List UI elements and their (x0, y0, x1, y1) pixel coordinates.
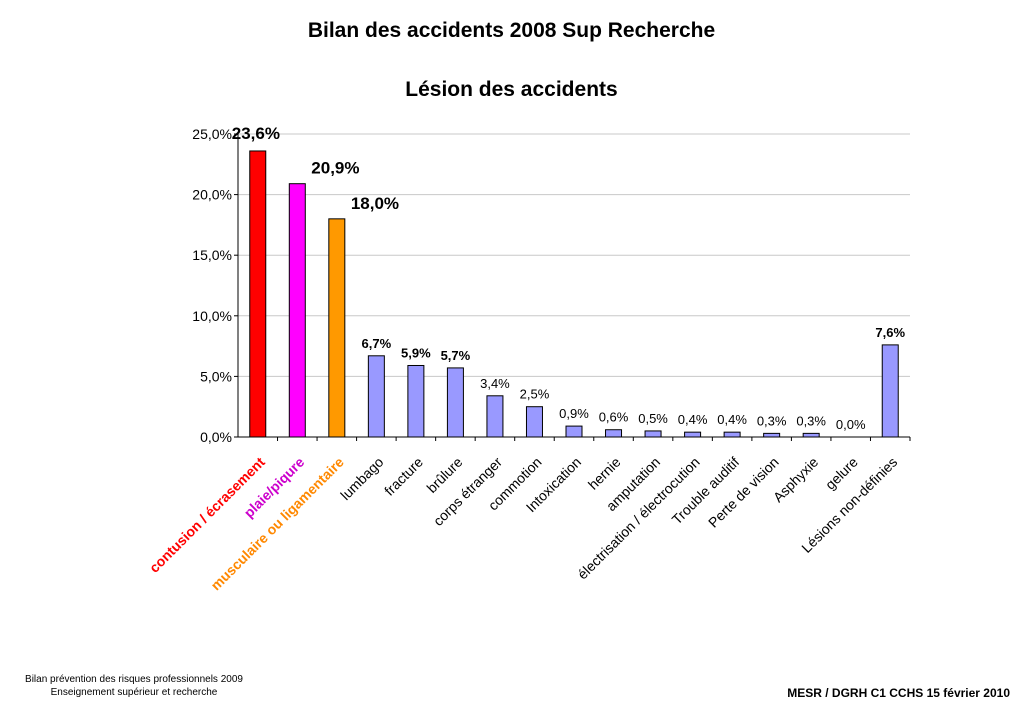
bar (525, 406, 543, 438)
data-label: 0,3% (796, 413, 826, 428)
bar (644, 430, 662, 438)
data-label: 7,6% (875, 325, 905, 340)
bar (249, 150, 267, 438)
footer-right: MESR / DGRH C1 CCHS 15 février 2010 (787, 686, 1010, 700)
bar (367, 355, 385, 438)
footer-left: Bilan prévention des risques professionn… (0, 673, 268, 699)
y-tick-label: 15,0% (192, 247, 232, 263)
x-tick-label: lumbago (337, 454, 386, 503)
bar (684, 431, 702, 438)
data-label: 0,4% (717, 412, 747, 427)
bar (723, 431, 741, 438)
data-label: 0,3% (757, 413, 787, 428)
data-label: 0,6% (599, 410, 629, 425)
bar (407, 364, 425, 438)
data-label: 0,4% (678, 412, 708, 427)
bar (288, 183, 306, 438)
bar (802, 432, 820, 438)
data-label: 0,0% (836, 417, 866, 432)
data-label: 3,4% (480, 376, 510, 391)
y-tick-label: 20,0% (192, 187, 232, 203)
bar (881, 344, 899, 438)
x-tick-label: fracture (381, 454, 426, 499)
bar (605, 429, 623, 438)
data-label: 20,9% (311, 159, 359, 178)
data-label: 0,9% (559, 406, 589, 421)
footer-left-line1: Bilan prévention des risques professionn… (25, 674, 243, 685)
y-tick-label: 5,0% (200, 368, 232, 384)
bar (763, 432, 781, 438)
data-label: 0,5% (638, 411, 668, 426)
chart-title: Bilan des accidents 2008 Sup Recherche (307, 19, 716, 42)
data-label: 18,0% (351, 194, 399, 213)
data-label: 5,7% (441, 348, 471, 363)
bar (486, 395, 504, 438)
y-tick-label: 10,0% (192, 308, 232, 324)
bar (565, 425, 583, 438)
bar (328, 218, 346, 438)
data-label: 5,9% (401, 345, 431, 360)
chart-subtitle: Lésion des accidents (405, 78, 618, 101)
data-label: 6,7% (362, 336, 392, 351)
x-tick-label: corps étranger (430, 454, 505, 529)
footer-left-line2: Enseignement supérieur et recherche (50, 687, 218, 698)
data-label: 2,5% (520, 387, 550, 402)
data-label: 23,6% (232, 124, 280, 143)
y-tick-label: 25,0% (192, 126, 232, 142)
bar (446, 367, 464, 438)
y-tick-label: 0,0% (200, 429, 232, 445)
